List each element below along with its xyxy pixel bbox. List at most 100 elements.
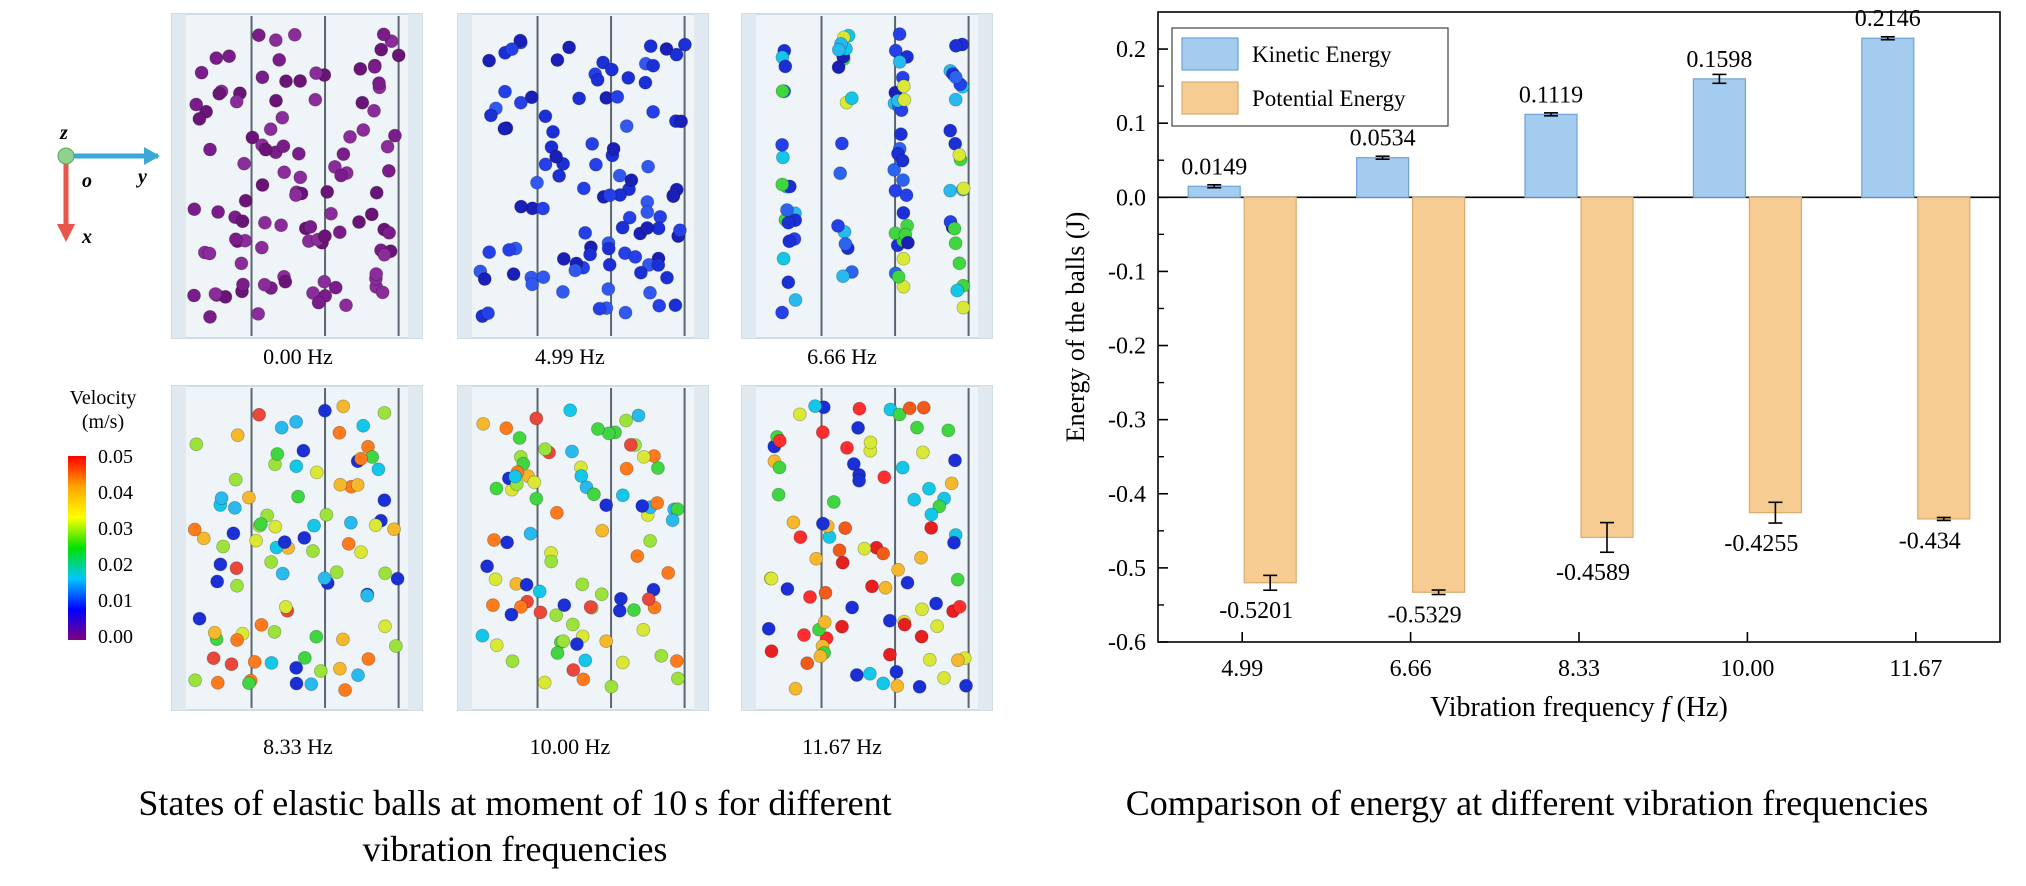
simulation-snapshot	[457, 385, 709, 711]
ball	[378, 619, 392, 634]
ball	[481, 306, 495, 321]
ball	[329, 565, 344, 580]
ball	[621, 71, 636, 85]
ball	[643, 285, 657, 300]
data-label-kinetic: 0.1119	[1519, 82, 1583, 108]
ball	[877, 470, 892, 485]
ball	[377, 247, 392, 262]
ball	[508, 469, 522, 484]
ball	[241, 676, 256, 690]
ball	[948, 92, 963, 107]
ball	[565, 617, 580, 632]
ball	[865, 579, 879, 594]
ball	[189, 437, 204, 452]
ball	[947, 221, 962, 236]
frequency-label: 6.66 Hz	[807, 344, 877, 369]
ball	[550, 646, 565, 660]
ball	[635, 499, 650, 513]
container-wall	[978, 14, 992, 338]
ball	[333, 477, 348, 492]
ball	[638, 75, 653, 90]
ball	[209, 51, 224, 65]
ball	[311, 295, 326, 310]
ball	[780, 582, 795, 596]
ball	[907, 492, 922, 507]
ball	[556, 284, 570, 299]
ball	[556, 634, 571, 648]
ball	[332, 661, 347, 676]
ball	[523, 526, 538, 541]
ball	[247, 655, 262, 669]
ball	[187, 288, 201, 303]
ball	[258, 142, 273, 157]
ball	[896, 79, 911, 94]
ball	[956, 181, 971, 196]
ball	[249, 533, 264, 548]
z-axis-dot	[57, 147, 75, 165]
ball	[895, 460, 910, 475]
ball	[272, 53, 287, 67]
ball	[529, 491, 544, 506]
ball	[673, 223, 687, 238]
ball	[552, 168, 566, 183]
x-tick-label: 10.00	[1720, 656, 1774, 682]
ball	[519, 577, 534, 592]
data-label-potential: -0.4255	[1724, 531, 1798, 557]
ball	[189, 97, 204, 112]
ball	[380, 139, 395, 154]
ball	[788, 293, 803, 307]
ball	[372, 76, 386, 90]
ball	[482, 53, 497, 68]
ball	[530, 175, 544, 190]
ball	[390, 571, 405, 586]
ball	[482, 245, 497, 260]
ball	[815, 425, 830, 440]
ball	[238, 193, 253, 208]
ball	[619, 413, 633, 428]
ball	[514, 600, 528, 614]
ball	[831, 60, 846, 75]
ball	[674, 114, 688, 129]
ball	[950, 283, 965, 298]
ball	[643, 39, 658, 53]
x-axis-arrowhead	[57, 224, 75, 242]
ball	[505, 654, 520, 669]
ball	[641, 592, 656, 606]
ball	[852, 401, 867, 416]
container-wall	[408, 386, 422, 710]
ball	[556, 251, 571, 266]
ball	[641, 159, 655, 174]
ball	[636, 449, 651, 464]
ball	[549, 149, 563, 164]
ball	[615, 488, 630, 503]
ball	[668, 298, 683, 313]
ball	[378, 566, 393, 581]
ball	[203, 309, 217, 324]
ball	[196, 531, 211, 546]
ball	[289, 459, 304, 474]
ball	[890, 679, 905, 693]
ball	[578, 225, 593, 240]
simulation-snapshot	[171, 13, 423, 339]
ball	[203, 142, 217, 157]
ball	[669, 47, 684, 62]
ball	[334, 168, 349, 183]
ball	[568, 263, 583, 278]
ball	[278, 600, 293, 614]
ball	[268, 519, 283, 534]
simulation-snapshots	[171, 13, 993, 711]
ball	[764, 571, 779, 586]
ball	[876, 546, 890, 561]
y-tick-label: -0.5	[1108, 556, 1146, 582]
ball	[500, 535, 515, 550]
frequency-label: 10.00 Hz	[529, 734, 611, 759]
ball	[900, 575, 915, 590]
ball	[328, 280, 343, 295]
ball	[615, 220, 630, 235]
container-wall	[742, 14, 756, 338]
bar-kinetic	[1524, 113, 1578, 198]
ball	[313, 664, 328, 678]
ball	[213, 557, 228, 572]
ball	[212, 86, 227, 101]
ball	[485, 598, 500, 612]
